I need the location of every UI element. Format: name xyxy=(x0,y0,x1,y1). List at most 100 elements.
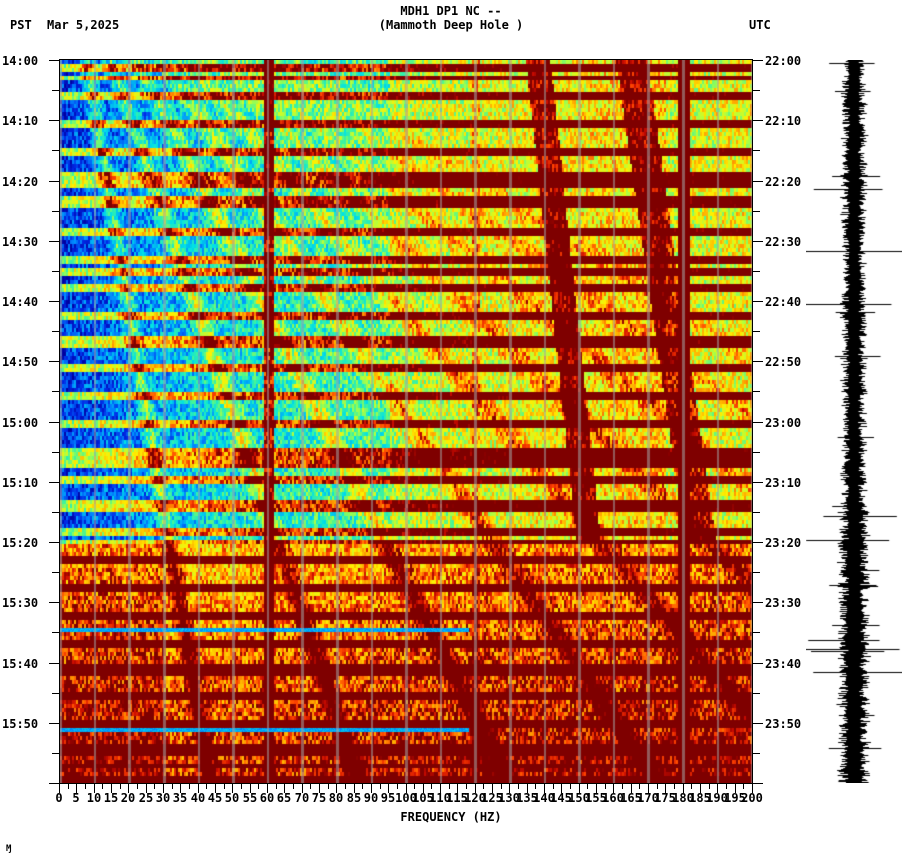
frequency-tick xyxy=(345,784,346,789)
frequency-tick xyxy=(206,784,207,789)
frequency-label: 140 xyxy=(533,791,555,805)
time-label-utc: 22:20 xyxy=(765,175,802,189)
time-label-utc: 23:30 xyxy=(765,596,802,610)
frequency-label: 180 xyxy=(672,791,694,805)
time-tick-right xyxy=(753,602,763,603)
time-label-pst: 15:30 xyxy=(2,596,39,610)
time-tick-left xyxy=(49,723,59,724)
frequency-tick xyxy=(709,784,710,789)
frequency-label: 85 xyxy=(346,791,362,805)
time-tick-right xyxy=(753,452,760,453)
seismogram-trace xyxy=(806,60,902,783)
date-label: Mar 5,2025 xyxy=(47,18,120,32)
frequency-tick xyxy=(631,784,632,793)
time-tick-left xyxy=(52,90,59,91)
frequency-tick xyxy=(319,784,320,793)
time-tick-left xyxy=(49,181,59,182)
frequency-label: 165 xyxy=(620,791,642,805)
frequency-label: 0 xyxy=(55,791,63,805)
frequency-tick xyxy=(406,784,407,793)
frequency-tick xyxy=(137,784,138,789)
spectrogram-plot[interactable] xyxy=(60,60,752,783)
time-label-utc: 23:50 xyxy=(765,717,802,731)
frequency-label: 45 xyxy=(207,791,223,805)
time-tick-right xyxy=(753,90,760,91)
frequency-tick xyxy=(120,784,121,789)
frequency-tick xyxy=(648,784,649,793)
time-tick-right xyxy=(753,301,763,302)
frequency-tick xyxy=(544,784,545,793)
frequency-tick xyxy=(68,784,69,789)
frequency-tick xyxy=(440,784,441,793)
time-tick-left xyxy=(52,512,59,513)
frequency-tick xyxy=(232,784,233,793)
frequency-label: 20 xyxy=(120,791,136,805)
time-tick-right xyxy=(753,753,760,754)
frequency-tick xyxy=(483,784,484,789)
corner-mark-glyph: Ɱ xyxy=(6,844,12,854)
time-label-pst: 15:00 xyxy=(2,416,39,430)
time-label-pst: 14:30 xyxy=(2,235,39,249)
frequency-label: 100 xyxy=(395,791,417,805)
frequency-tick xyxy=(457,784,458,793)
frequency-tick xyxy=(180,784,181,793)
frequency-tick xyxy=(276,784,277,789)
time-label-pst: 14:40 xyxy=(2,295,39,309)
frequency-tick xyxy=(475,784,476,793)
time-tick-right xyxy=(753,150,760,151)
frequency-tick xyxy=(527,784,528,793)
time-tick-left xyxy=(49,542,59,543)
frequency-label: 175 xyxy=(654,791,676,805)
frequency-label: 35 xyxy=(172,791,188,805)
plot-border-bottom xyxy=(59,783,753,784)
frequency-tick xyxy=(613,784,614,793)
time-label-pst: 14:50 xyxy=(2,355,39,369)
time-label-pst: 15:50 xyxy=(2,717,39,731)
frequency-label: 60 xyxy=(259,791,275,805)
time-tick-left xyxy=(49,422,59,423)
time-label-utc: 23:00 xyxy=(765,416,802,430)
time-tick-right xyxy=(753,422,763,423)
frequency-tick xyxy=(535,784,536,789)
time-tick-right xyxy=(753,632,760,633)
frequency-tick xyxy=(284,784,285,793)
frequency-tick xyxy=(267,784,268,793)
time-tick-left xyxy=(52,572,59,573)
frequency-label: 30 xyxy=(155,791,171,805)
frequency-tick xyxy=(449,784,450,789)
frequency-tick xyxy=(111,784,112,793)
timezone-label-right: UTC xyxy=(749,18,771,32)
frequency-tick xyxy=(354,784,355,793)
frequency-tick xyxy=(466,784,467,789)
frequency-tick xyxy=(743,784,744,789)
frequency-tick xyxy=(639,784,640,789)
time-label-utc: 22:50 xyxy=(765,355,802,369)
frequency-tick xyxy=(726,784,727,789)
time-tick-left xyxy=(52,331,59,332)
time-tick-left xyxy=(49,241,59,242)
time-tick-right xyxy=(753,663,763,664)
frequency-tick xyxy=(371,784,372,793)
frequency-label: 105 xyxy=(412,791,434,805)
frequency-label: 15 xyxy=(103,791,119,805)
time-tick-right xyxy=(753,542,763,543)
time-label-utc: 22:40 xyxy=(765,295,802,309)
frequency-label: 95 xyxy=(380,791,396,805)
frequency-tick xyxy=(172,784,173,789)
frequency-tick xyxy=(501,784,502,789)
time-label-pst: 15:20 xyxy=(2,536,39,550)
time-label-utc: 22:00 xyxy=(765,54,802,68)
frequency-tick xyxy=(509,784,510,793)
frequency-tick xyxy=(674,784,675,789)
frequency-tick xyxy=(622,784,623,789)
time-tick-left xyxy=(52,693,59,694)
time-tick-right xyxy=(753,572,760,573)
frequency-tick xyxy=(553,784,554,789)
frequency-label: 70 xyxy=(294,791,310,805)
frequency-tick xyxy=(163,784,164,793)
frequency-tick xyxy=(735,784,736,793)
time-tick-right xyxy=(753,783,763,784)
time-label-utc: 23:20 xyxy=(765,536,802,550)
frequency-label: 80 xyxy=(328,791,344,805)
frequency-tick xyxy=(665,784,666,793)
